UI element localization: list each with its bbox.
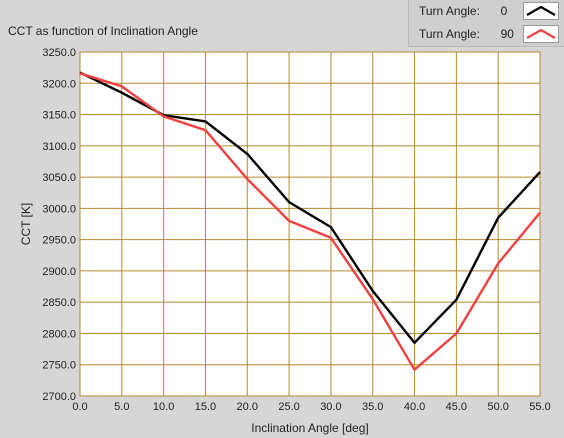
x-tick-label: 25.0 [278,401,299,413]
y-axis-ticks: 2700.0 2750.0 2800.0 2850.0 2900.0 2950.0 3000… [42,47,76,403]
y-tick-label: 3250.0 [42,47,76,59]
y-tick-label: 3200.0 [42,78,76,90]
x-tick-label: 35.0 [362,401,383,413]
legend-entry-turn-angle-90[interactable]: Turn Angle: 90 [409,23,564,45]
y-tick-label: 2800.0 [42,328,76,340]
x-tick-label: 50.0 [487,401,508,413]
y-tick-label: 3100.0 [42,141,76,153]
x-tick-label: 20.0 [237,401,258,413]
y-tick-label: 2850.0 [42,297,76,309]
y-tick-label: 3150.0 [42,110,76,122]
y-tick-label: 3050.0 [42,172,76,184]
x-axis-label: Inclination Angle [deg] [251,421,368,435]
x-tick-label: 10.0 [153,401,174,413]
chart-title: CCT as function of Inclination Angle [8,24,198,38]
y-tick-label: 2750.0 [42,360,76,372]
x-axis-ticks: 0.0 5.0 10.0 15.0 20.0 25.0 30.0 35.0 40.0 45.0 50… [72,401,550,413]
y-tick-label: 3000.0 [42,203,76,215]
plot-area [79,51,541,397]
legend-label: Turn Angle: 90 [419,27,514,41]
legend-entry-turn-angle-0[interactable]: Turn Angle: 0 [409,0,564,22]
x-tick-label: 0.0 [72,401,87,413]
series-lines [79,71,541,371]
x-tick-label: 15.0 [195,401,216,413]
x-tick-label: 40.0 [404,401,425,413]
y-tick-label: 2950.0 [42,235,76,247]
legend[interactable]: Turn Angle: 0 Turn Angle: 90 [408,0,564,47]
series-line-1 [79,72,541,371]
y-axis-label: CCT [K] [19,203,33,245]
legend-swatch-red[interactable] [523,25,559,43]
grid-lines [79,51,541,397]
y-tick-label: 2700.0 [42,391,76,403]
y-tick-label: 2900.0 [42,266,76,278]
legend-label: Turn Angle: 0 [419,4,508,18]
x-tick-label: 55.0 [529,401,550,413]
x-tick-label: 5.0 [114,401,129,413]
x-tick-label: 45.0 [446,401,467,413]
x-tick-label: 30.0 [320,401,341,413]
legend-swatch-black[interactable] [523,2,559,20]
